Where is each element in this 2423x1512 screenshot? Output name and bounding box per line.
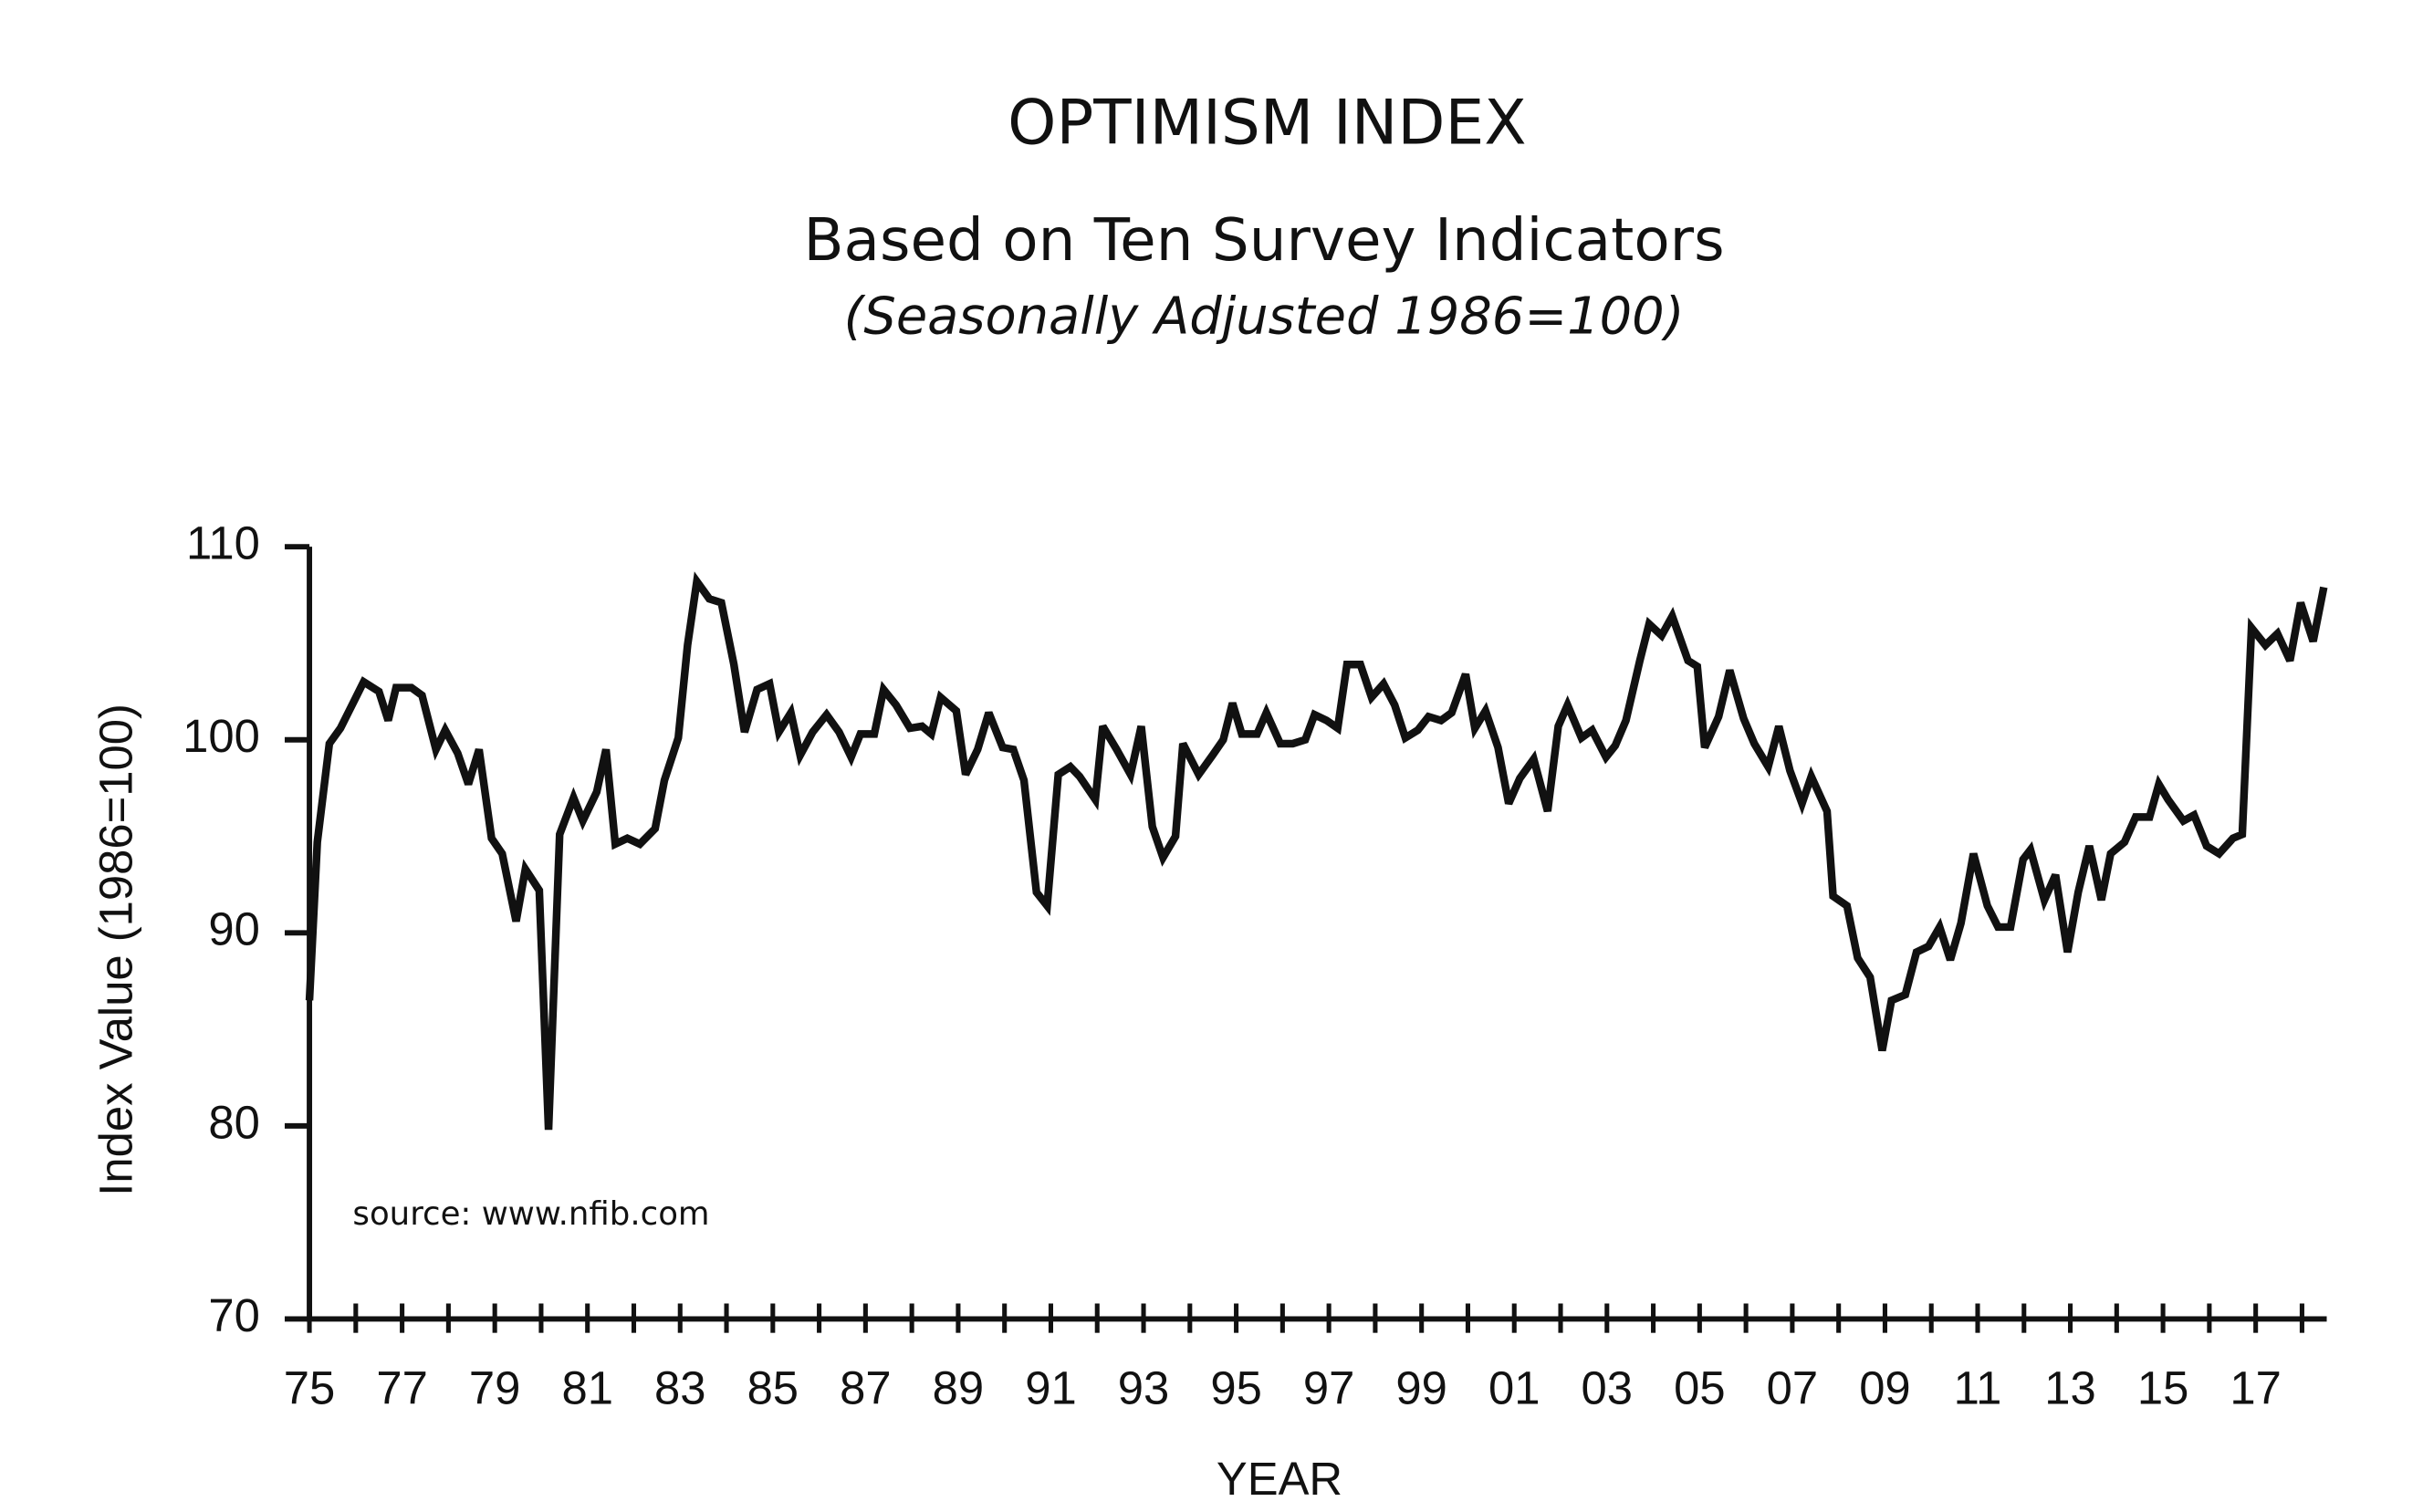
x-tick-label: 03 — [1582, 1361, 1633, 1413]
x-tick-label: 95 — [1210, 1361, 1261, 1413]
y-tick-label: 90 — [208, 903, 259, 955]
x-tick-label: 17 — [2230, 1361, 2281, 1413]
index-line — [305, 571, 2328, 1131]
x-tick-label: 99 — [1395, 1361, 1446, 1413]
chart-note: (Seasonally Adjusted 1986=100) — [844, 287, 1685, 346]
y-tick-label: 80 — [208, 1096, 259, 1148]
x-tick-label: 75 — [284, 1361, 335, 1413]
x-tick-label: 93 — [1118, 1361, 1169, 1413]
y-axis-label: Index Value (1986=100) — [89, 704, 141, 1196]
x-tick-label: 01 — [1488, 1361, 1540, 1413]
x-tick-label: 83 — [654, 1361, 705, 1413]
x-tick-label: 09 — [1859, 1361, 1910, 1413]
x-tick-label: 15 — [2137, 1361, 2188, 1413]
x-axis-label: YEAR — [1217, 1453, 1342, 1505]
x-tick-label: 89 — [933, 1361, 984, 1413]
x-tick-label: 77 — [376, 1361, 427, 1413]
x-tick-label: 91 — [1025, 1361, 1076, 1413]
x-tick-label: 81 — [561, 1361, 612, 1413]
x-tick-label: 11 — [1954, 1361, 2002, 1413]
x-tick-label: 87 — [840, 1361, 891, 1413]
x-tick-label: 79 — [469, 1361, 520, 1413]
chart-title: OPTIMISM INDEX — [1008, 86, 1527, 158]
chart-subtitle: Based on Ten Survey Indicators — [803, 206, 1724, 275]
x-tick-label: 05 — [1674, 1361, 1725, 1413]
source-note: source: www.nfib.com — [352, 1195, 709, 1233]
x-tick-label: 97 — [1303, 1361, 1354, 1413]
y-tick-label: 100 — [183, 710, 260, 762]
x-tick-label: 13 — [2044, 1361, 2095, 1413]
y-tick-label: 70 — [208, 1289, 259, 1341]
y-tick-label: 110 — [186, 517, 260, 569]
x-tick-label: 07 — [1767, 1361, 1818, 1413]
x-tick-label: 85 — [747, 1361, 799, 1413]
